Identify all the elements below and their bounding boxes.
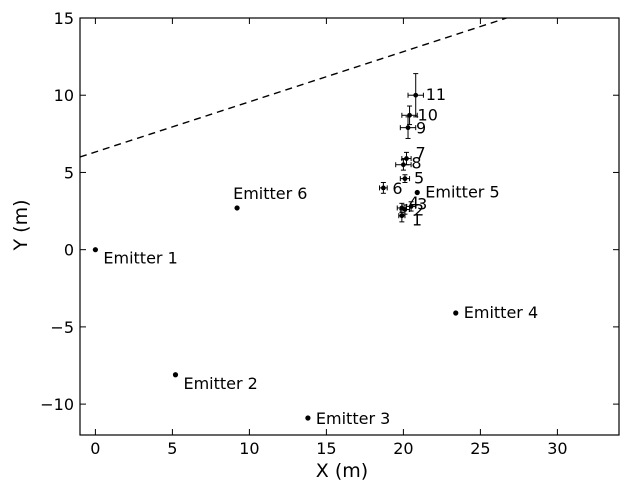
x-tick-label: 30: [547, 439, 567, 458]
y-tick-label: 10: [54, 86, 74, 105]
emitter-label: Emitter 2: [183, 374, 257, 393]
plot-area: Emitter 1 Emitter 2 Emitter 3 Emitter 4 Emit…: [80, 18, 538, 428]
emitter-label: Emitter 1: [103, 249, 177, 268]
emitter-label: Emitter 4: [464, 303, 538, 322]
measurement-marker: [408, 204, 414, 209]
measurement-marker: [413, 92, 419, 98]
measurement-marker: [399, 205, 405, 211]
measurement-marker: [380, 185, 386, 191]
y-tick-label: −10: [40, 395, 74, 414]
emitter-point: [305, 415, 311, 421]
measurement-marker: [401, 162, 406, 168]
measurement-marker: [407, 112, 412, 118]
emitter-point: [234, 205, 240, 211]
emitter-label: Emitter 3: [316, 409, 390, 428]
measurement-point: [396, 202, 407, 214]
measurement-label: 4: [409, 193, 419, 212]
x-tick-label: 10: [239, 439, 259, 458]
measurement-label: 5: [414, 169, 424, 188]
measurement-label: 2: [414, 201, 424, 220]
emitter-point: [92, 247, 98, 253]
x-tick-label: 0: [90, 439, 100, 458]
y-tick-label: 15: [54, 9, 74, 28]
emitter-label: Emitter 5: [425, 183, 499, 202]
y-axis-title: Y (m): [10, 200, 32, 252]
y-tick-label: −5: [50, 318, 74, 337]
x-tick-label: 20: [393, 439, 413, 458]
emitter-point: [172, 372, 179, 378]
measurement-label: 9: [416, 119, 426, 138]
x-tick-label: 5: [167, 439, 177, 458]
measurement-label: 11: [426, 85, 446, 104]
y-tick-label: 5: [64, 163, 74, 182]
measurement-point: [407, 73, 424, 118]
measurement-marker: [402, 176, 408, 182]
measurement-label: 1: [412, 211, 422, 230]
dashed-boundary-line: [80, 18, 507, 158]
measurement-label: 10: [418, 105, 438, 124]
measurement-label: 8: [411, 154, 421, 173]
measurement-point: [395, 158, 412, 171]
measurement-point: [399, 174, 411, 183]
x-axis-title: X (m): [316, 460, 368, 482]
x-tick-label: 15: [316, 439, 336, 458]
emitter-label: Emitter 6: [233, 184, 307, 203]
emitter-point: [414, 189, 420, 196]
measurement-marker: [405, 125, 411, 131]
measurement-point: [401, 105, 418, 126]
y-tick-label: 0: [64, 241, 74, 260]
plot-contents: [80, 18, 507, 421]
measurement-point: [399, 116, 417, 139]
measurement-label: 6: [392, 179, 402, 198]
emitter-point: [453, 310, 459, 316]
measurement-label: 3: [417, 194, 427, 213]
measurement-point: [379, 181, 388, 194]
x-tick-label: 25: [470, 439, 490, 458]
plot-frame: [79, 17, 620, 436]
measurement-label: 7: [415, 144, 425, 163]
measurement-marker: [404, 156, 409, 161]
